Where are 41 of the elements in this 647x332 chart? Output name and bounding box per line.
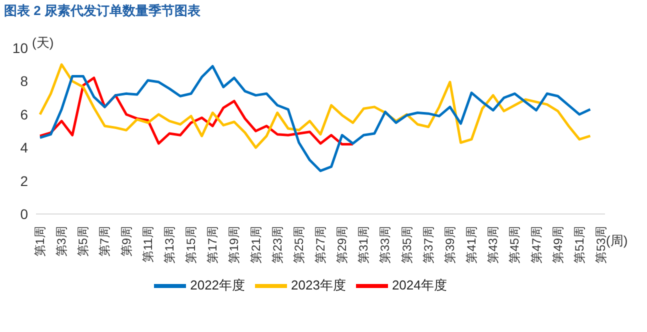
x-tick-label: 第51周 xyxy=(572,226,586,264)
x-tick-label: 第21周 xyxy=(248,226,263,264)
x-tick-label: 第23周 xyxy=(270,226,284,264)
chart-title: 图表 2 尿素代发订单数量季节图表 xyxy=(4,2,200,20)
y-tick-label: 0 xyxy=(20,206,28,222)
y-tick-label: 6 xyxy=(20,106,28,122)
line-series xyxy=(38,63,592,149)
x-tick-label: 第13周 xyxy=(162,226,176,264)
x-tick-label: 第5周 xyxy=(76,226,90,257)
x-tick-label: 第3周 xyxy=(54,226,69,257)
x-tick-label: 第25周 xyxy=(292,226,306,264)
x-tick-label: 第19周 xyxy=(227,226,242,264)
x-tick-label: 第29周 xyxy=(335,226,350,264)
x-axis-title: (周) xyxy=(606,233,628,250)
x-tick-label: 第33周 xyxy=(378,226,392,264)
x-tick-label: 第35周 xyxy=(400,226,414,264)
legend-label: 2024年度 xyxy=(392,277,447,292)
x-tick-label: 第37周 xyxy=(421,226,436,264)
x-tick-label: 第45周 xyxy=(508,226,522,264)
line-series xyxy=(38,65,592,172)
x-tick-label: 第47周 xyxy=(529,226,544,264)
x-tick-label: 第17周 xyxy=(206,226,220,264)
y-tick-label: 8 xyxy=(20,73,28,90)
x-tick-label: 第43周 xyxy=(486,226,500,264)
x-tick-label: 第27周 xyxy=(314,226,328,264)
x-tick-label: 第41周 xyxy=(464,226,479,264)
legend-label: 2022年度 xyxy=(190,277,246,292)
x-tick-label: 第15周 xyxy=(184,226,198,264)
x-tick-label: 第39周 xyxy=(442,226,457,264)
x-tick-label: 第53周 xyxy=(594,226,608,264)
x-tick-label: 第1周 xyxy=(33,226,47,257)
y-tick-label: 4 xyxy=(20,140,28,156)
x-tick-label: 第49周 xyxy=(550,226,565,264)
y-tick-label: 2 xyxy=(20,172,28,189)
x-tick-label: 第7周 xyxy=(98,226,112,257)
x-tick-label: 第11周 xyxy=(140,226,155,262)
y-tick-label: 10 xyxy=(12,40,28,56)
y-axis-title: (天) xyxy=(32,34,54,52)
x-tick-label: 第9周 xyxy=(119,226,134,257)
legend-label: 2023年度 xyxy=(291,277,346,292)
x-tick-label: 第31周 xyxy=(356,226,371,264)
